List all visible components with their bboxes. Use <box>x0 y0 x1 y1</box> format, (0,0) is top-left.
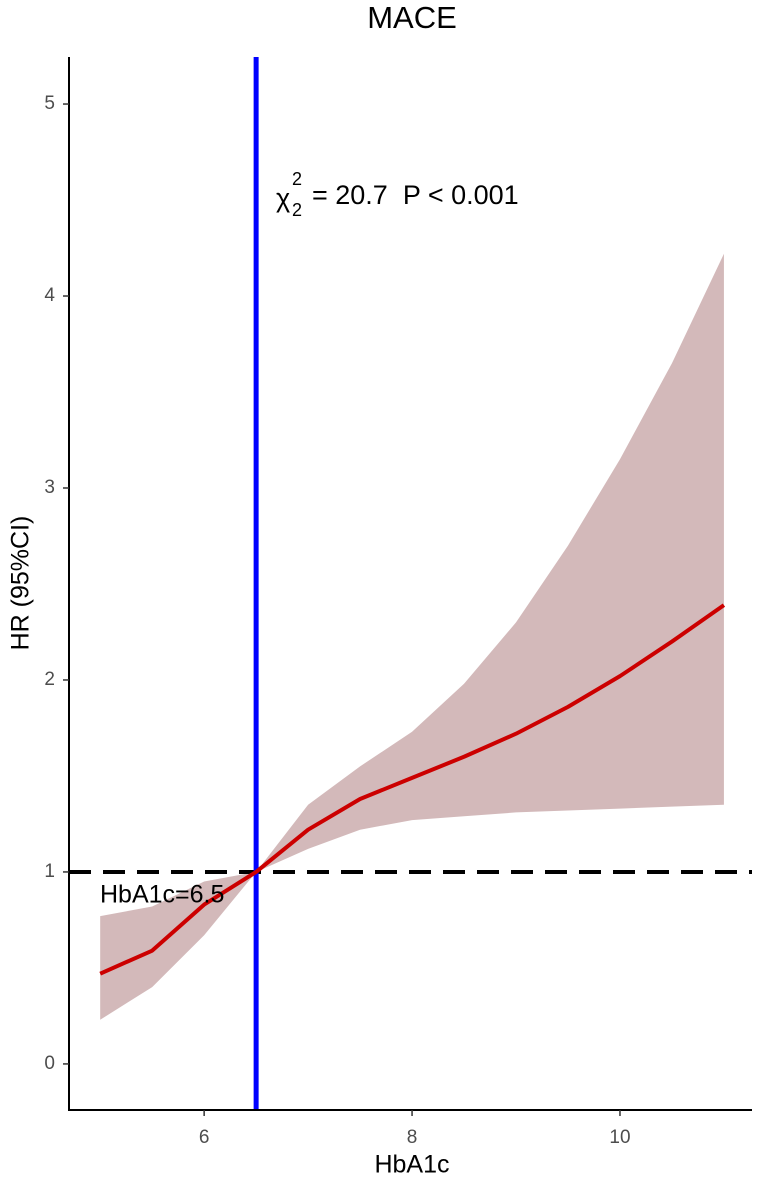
y-tick-label: 2 <box>44 669 55 690</box>
stat-subscript: 2 <box>292 200 302 220</box>
y-tick-label: 3 <box>44 477 55 498</box>
stat-annotation: χ2 2 = 20.7 P < 0.001 <box>276 169 519 220</box>
hr-curve <box>99 603 726 976</box>
x-axis-label: HbA1c <box>374 1151 449 1179</box>
y-tick-label: 1 <box>44 861 55 882</box>
y-axis-label: HR (95%CI) <box>7 516 35 651</box>
stat-symbol: χ <box>276 183 290 213</box>
stat-superscript: 2 <box>292 169 302 189</box>
chart-title: MACE <box>367 0 457 35</box>
reference-label: HbA1c=6.5 <box>100 881 224 909</box>
x-tick-label: 10 <box>609 1127 630 1148</box>
stat-text: = 20.7 P < 0.001 <box>312 180 519 210</box>
y-tick-label: 4 <box>44 285 55 306</box>
x-tick-label: 6 <box>199 1127 210 1148</box>
x-tick-label: 8 <box>407 1127 418 1148</box>
y-tick-label: 0 <box>44 1053 55 1074</box>
y-tick-label: 5 <box>44 93 55 114</box>
